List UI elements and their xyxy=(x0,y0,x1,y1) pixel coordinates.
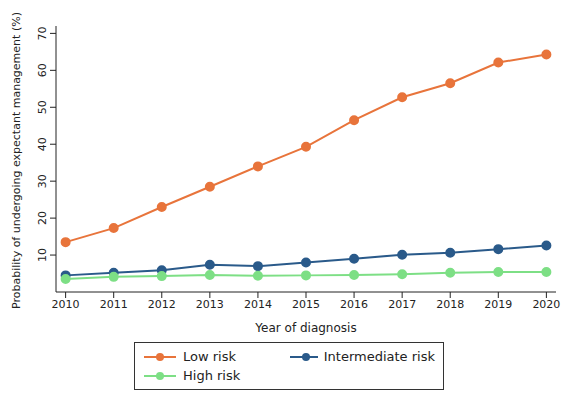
svg-text:60: 60 xyxy=(36,63,49,77)
svg-text:2018: 2018 xyxy=(436,298,464,311)
svg-text:2019: 2019 xyxy=(484,298,512,311)
html-text:High risk: High risk xyxy=(183,368,241,383)
svg-text:2010: 2010 xyxy=(52,298,80,311)
svg-text:2013: 2013 xyxy=(196,298,224,311)
svg-text:2011: 2011 xyxy=(100,298,128,311)
svg-text:30: 30 xyxy=(36,174,49,188)
svg-text:Probability of undergoing expe: Probability of undergoing expectant mana… xyxy=(10,12,23,309)
svg-text:2012: 2012 xyxy=(148,298,176,311)
html-text:Intermediate risk: Intermediate risk xyxy=(323,349,435,364)
svg-text:70: 70 xyxy=(36,26,49,40)
svg-text:2016: 2016 xyxy=(340,298,368,311)
svg-text:2014: 2014 xyxy=(244,298,272,311)
svg-text:2015: 2015 xyxy=(292,298,320,311)
svg-text:2020: 2020 xyxy=(532,298,560,311)
svg-text:50: 50 xyxy=(36,100,49,114)
svg-text:10: 10 xyxy=(36,248,49,262)
html-text:Low risk: Low risk xyxy=(183,349,236,364)
svg-text:2017: 2017 xyxy=(388,298,416,311)
svg-text:40: 40 xyxy=(36,137,49,151)
svg-text:20: 20 xyxy=(36,211,49,225)
svg-text:Year of diagnosis: Year of diagnosis xyxy=(254,321,356,335)
